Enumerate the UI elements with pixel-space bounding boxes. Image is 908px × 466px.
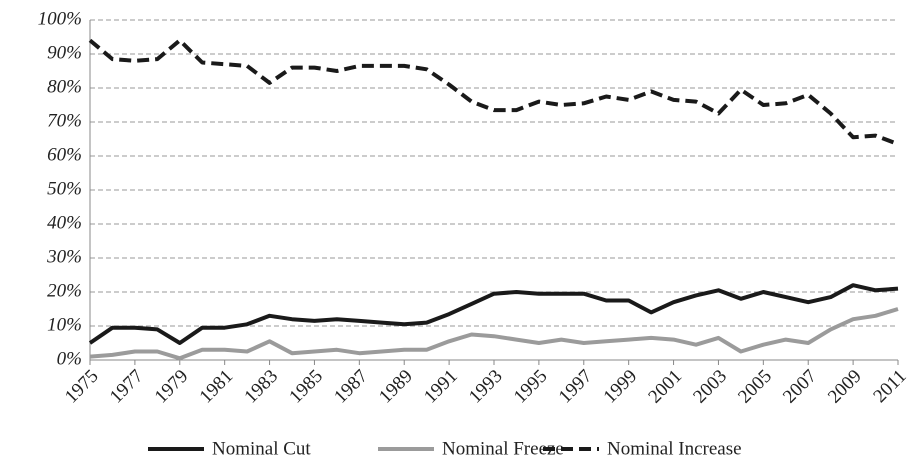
- x-tick-label: 1985: [285, 366, 327, 408]
- x-tick-label: 2001: [644, 366, 686, 408]
- y-tick-label: 60%: [47, 144, 82, 165]
- y-tick-label: 100%: [38, 8, 82, 29]
- x-tick-label: 1981: [196, 366, 238, 408]
- y-tick-label: 0%: [57, 348, 82, 369]
- legend-label: Nominal Cut: [212, 438, 311, 459]
- y-tick-label: 10%: [47, 314, 82, 335]
- y-tick-label: 50%: [47, 178, 82, 199]
- legend-label: Nominal Increase: [607, 438, 742, 459]
- x-tick-label: 1991: [420, 366, 462, 408]
- x-tick-label: 1975: [61, 366, 103, 408]
- x-tick-label: 2003: [689, 366, 731, 408]
- y-tick-label: 70%: [47, 110, 82, 131]
- x-tick-label: 2005: [734, 366, 776, 408]
- x-tick-label: 1993: [465, 366, 507, 408]
- x-tick-label: 1989: [375, 366, 417, 408]
- series-line: [88, 38, 899, 146]
- x-tick-label: 2007: [779, 366, 821, 408]
- x-tick-label: 1999: [600, 366, 642, 408]
- legend-label: Nominal Freeze: [442, 438, 564, 459]
- y-tick-label: 30%: [46, 246, 82, 267]
- x-tick-label: 1995: [510, 366, 552, 408]
- y-tick-label: 40%: [47, 212, 82, 233]
- x-tick-label: 1979: [151, 366, 193, 408]
- x-tick-label: 1987: [330, 366, 372, 408]
- x-tick-label: 1997: [555, 366, 597, 408]
- x-tick-label: 2009: [824, 366, 866, 408]
- y-tick-label: 20%: [47, 280, 82, 301]
- series-line: [88, 283, 899, 345]
- y-tick-label: 80%: [47, 76, 82, 97]
- x-tick-label: 1983: [240, 366, 282, 408]
- series-line: [89, 307, 899, 361]
- y-tick-label: 90%: [47, 42, 82, 63]
- x-tick-label: 2011: [869, 366, 908, 407]
- x-tick-label: 1977: [106, 366, 148, 408]
